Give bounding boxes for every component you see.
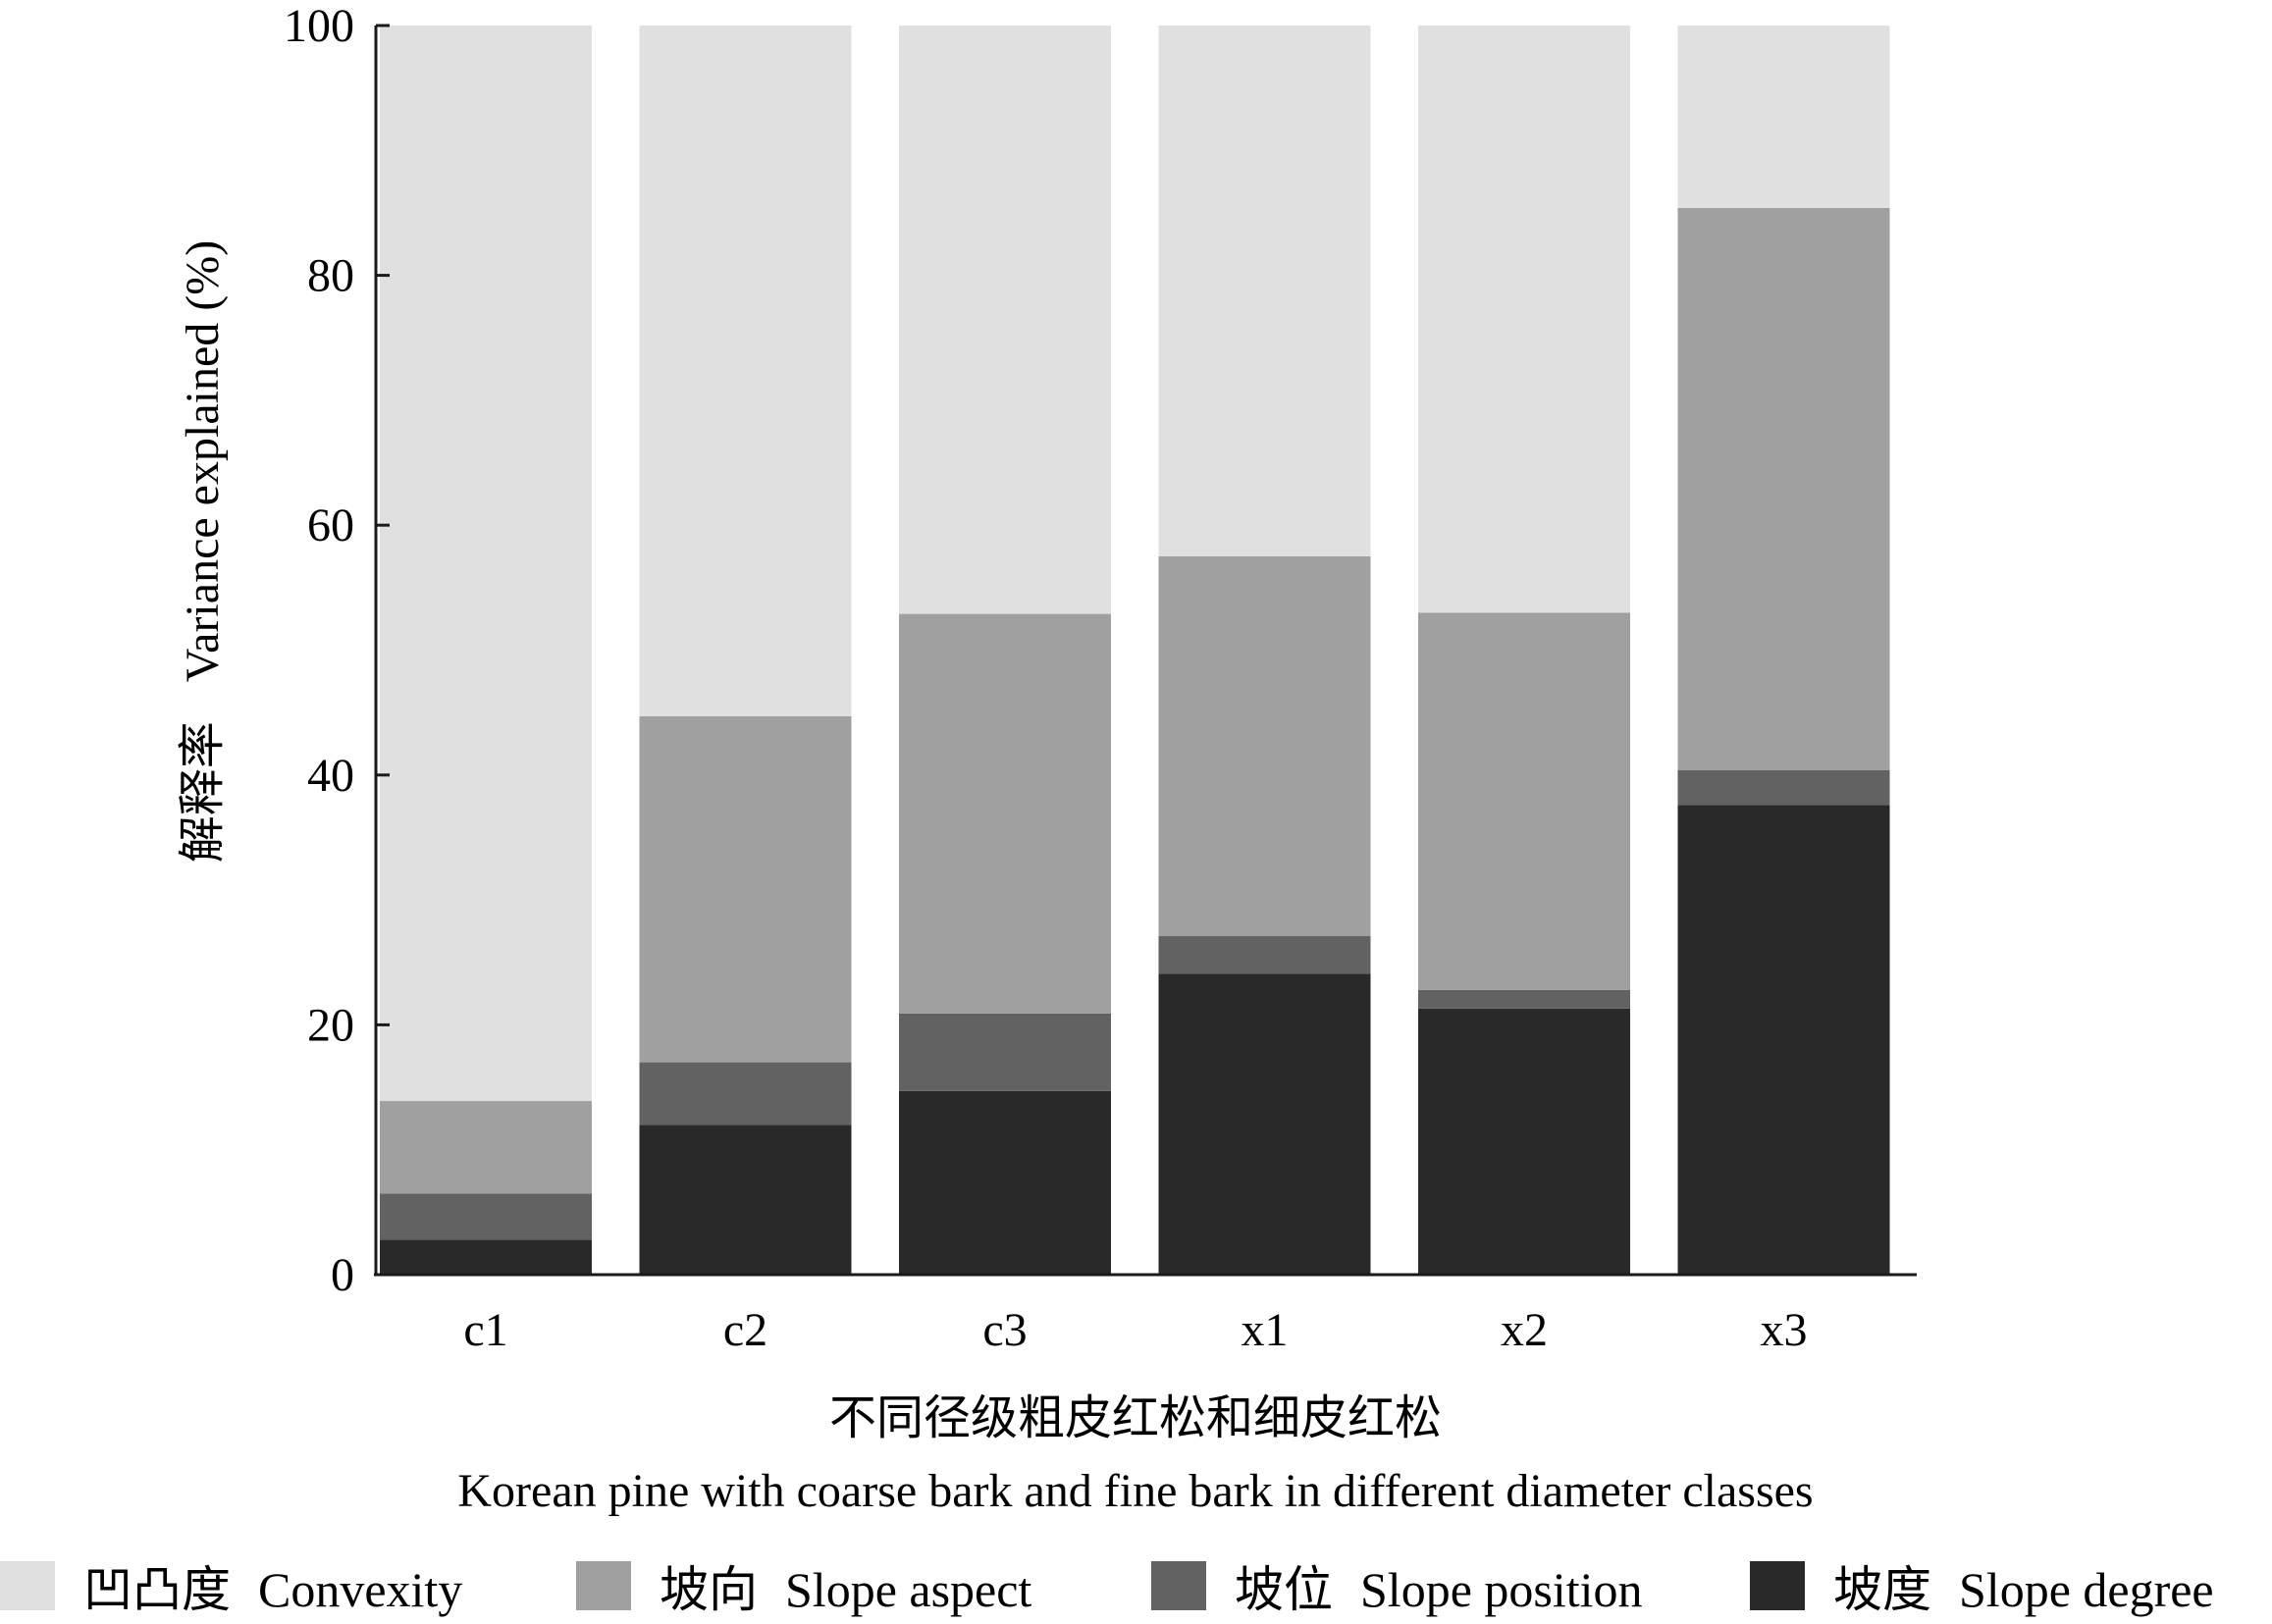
legend-swatch: [0, 1561, 55, 1610]
y-axis-title-en: Variance explained (%): [177, 240, 229, 682]
bar-c1-series-3: [380, 26, 592, 1102]
legend-label: 坡向 Slope aspect: [660, 1562, 1031, 1617]
x-tick-label-c1: c1: [463, 1304, 507, 1356]
bar-c3-series-1: [899, 1013, 1111, 1091]
y-tick-label: 100: [284, 0, 354, 52]
x-ticks-layer: c1 c2 c3 x1 x2 x3: [463, 1304, 1807, 1356]
x-tick-label-c3: c3: [982, 1304, 1027, 1356]
legend: 凹凸度 Convexity 坡向 Slope aspect 坡位 Slope positi…: [0, 1561, 2214, 1617]
legend-label: 坡位 Slope position: [1235, 1562, 1643, 1617]
bars-layer: [380, 26, 1890, 1275]
x-tick-label-c2: c2: [723, 1304, 767, 1356]
legend-swatch: [1151, 1561, 1206, 1610]
bar-x1-series-2: [1158, 556, 1371, 937]
bar-c3-series-2: [899, 613, 1111, 1014]
x-axis-title-en: Korean pine with coarse bark and fine ba…: [457, 1465, 1813, 1517]
legend-label: 凹凸度 Convexity: [83, 1562, 462, 1617]
bar-x2-series-2: [1418, 612, 1630, 990]
legend-swatch: [1750, 1561, 1805, 1610]
bar-c2-series-0: [639, 1125, 852, 1275]
x-axis-title-cn: 不同径级粗皮红松和细皮红松: [829, 1392, 1442, 1444]
legend-label-en: Convexity: [258, 1562, 462, 1617]
y-tick-label: 80: [307, 250, 354, 302]
bar-x3-series-2: [1677, 207, 1890, 770]
bar-c1-series-1: [380, 1193, 592, 1240]
bar-c1-series-0: [380, 1239, 592, 1275]
bar-c1-series-2: [380, 1101, 592, 1194]
bar-x3-series-1: [1677, 769, 1890, 806]
y-tick-label: 40: [307, 750, 354, 802]
legend-item-3: 坡度 Slope degree: [1750, 1561, 2214, 1617]
y-axis-title: 解释率 Variance explained (%): [177, 240, 229, 863]
legend-label-en: Slope position: [1360, 1562, 1643, 1617]
bar-x2-series-1: [1418, 989, 1630, 1009]
bar-x3-series-3: [1677, 26, 1890, 208]
legend-label-en: Slope aspect: [785, 1562, 1031, 1617]
bar-x1-series-3: [1158, 26, 1371, 557]
legend-label-cn: 坡位: [1235, 1562, 1333, 1617]
bar-x2-series-3: [1418, 26, 1630, 613]
bar-x1-series-0: [1158, 973, 1371, 1275]
y-tick-label: 20: [307, 999, 354, 1051]
legend-label-cn: 坡向: [660, 1562, 758, 1617]
legend-item-0: 凹凸度 Convexity: [0, 1561, 462, 1617]
x-tick-label-x3: x3: [1761, 1304, 1808, 1356]
y-ticks-layer: 0 20 40 60 80 100: [284, 0, 390, 1301]
legend-item-2: 坡位 Slope position: [1151, 1561, 1643, 1617]
legend-label: 坡度 Slope degree: [1833, 1562, 2214, 1617]
legend-item-1: 坡向 Slope aspect: [576, 1561, 1031, 1617]
legend-label-cn: 坡度: [1833, 1562, 1931, 1617]
x-tick-label-x2: x2: [1501, 1304, 1548, 1356]
legend-label-en: Slope degree: [1959, 1562, 2214, 1617]
x-tick-label-x1: x1: [1242, 1304, 1289, 1356]
bar-c2-series-1: [639, 1062, 852, 1126]
bar-c2-series-2: [639, 715, 852, 1063]
y-tick-label: 0: [331, 1249, 354, 1301]
bar-c3-series-3: [899, 26, 1111, 614]
bar-x1-series-1: [1158, 936, 1371, 974]
bar-c3-series-0: [899, 1090, 1111, 1275]
y-axis-title-cn: 解释率: [177, 721, 229, 863]
bar-x2-series-0: [1418, 1008, 1630, 1275]
legend-label-cn: 凹凸度: [83, 1562, 231, 1617]
bar-x3-series-0: [1677, 805, 1890, 1275]
y-tick-label: 60: [307, 499, 354, 551]
legend-swatch: [576, 1561, 631, 1610]
bar-c2-series-3: [639, 26, 852, 716]
